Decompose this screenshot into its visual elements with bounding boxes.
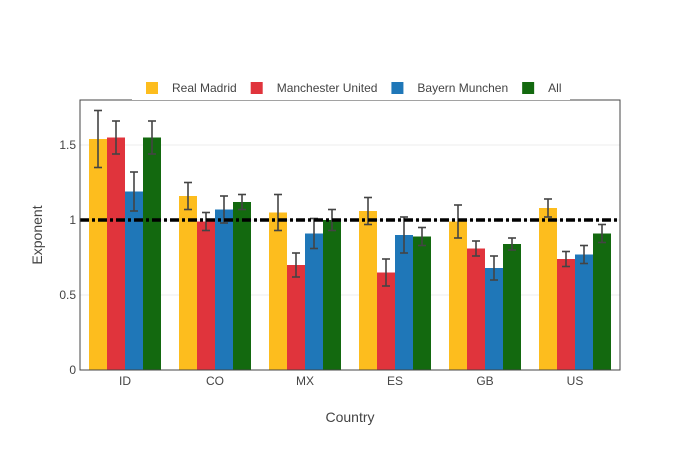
bar — [287, 265, 305, 370]
legend-swatch — [250, 82, 263, 94]
x-tick-label: CO — [206, 374, 224, 388]
legend-item[interactable]: Manchester United — [250, 81, 378, 95]
x-tick-label: US — [567, 374, 584, 388]
legend-item[interactable]: All — [522, 81, 562, 95]
legend-background — [132, 78, 570, 100]
legend-label: Manchester United — [277, 81, 378, 95]
legend-label: Bayern Munchen — [417, 81, 508, 95]
legend-swatch — [391, 82, 404, 94]
bar — [377, 272, 395, 370]
x-tick-label: ID — [119, 374, 131, 388]
bar — [305, 233, 323, 370]
legend-swatch — [522, 82, 535, 94]
x-tick-label: ES — [387, 374, 403, 388]
bar — [89, 139, 107, 370]
bar — [197, 221, 215, 370]
legend-label: All — [548, 81, 561, 95]
bar — [575, 254, 593, 370]
bar — [413, 236, 431, 370]
bar — [215, 209, 233, 370]
legend[interactable]: Real Madrid Manchester United Bayern Munch… — [132, 78, 570, 100]
x-tick-label: MX — [296, 374, 314, 388]
bar — [503, 244, 521, 370]
bar — [557, 259, 575, 370]
bar — [143, 137, 161, 370]
y-tick-labels: 0 0.5 1 1.5 — [59, 138, 76, 377]
bar — [593, 233, 611, 370]
bar — [449, 221, 467, 370]
x-tick-labels: ID CO MX ES GB US — [119, 374, 583, 388]
legend-item[interactable]: Real Madrid — [146, 81, 237, 95]
bars — [89, 137, 611, 370]
x-axis-title: Country — [325, 409, 374, 425]
y-axis-title: Exponent — [29, 205, 45, 264]
bar — [395, 235, 413, 370]
x-tick-label: GB — [476, 374, 493, 388]
bar — [359, 211, 377, 370]
y-tick-label: 1.5 — [59, 138, 76, 152]
legend-label: Real Madrid — [172, 81, 237, 95]
legend-item[interactable]: Bayern Munchen — [391, 81, 508, 95]
bar — [467, 248, 485, 370]
y-tick-label: 0.5 — [59, 288, 76, 302]
bar — [233, 202, 251, 370]
bar — [125, 191, 143, 370]
error-bars — [94, 109, 606, 287]
y-tick-label: 1 — [69, 213, 76, 227]
legend-swatch — [146, 82, 158, 94]
y-tick-label: 0 — [69, 363, 76, 377]
bar — [179, 196, 197, 370]
bar — [323, 220, 341, 370]
bar — [485, 268, 503, 370]
bar — [107, 137, 125, 370]
bar — [539, 208, 557, 370]
bar — [269, 212, 287, 370]
